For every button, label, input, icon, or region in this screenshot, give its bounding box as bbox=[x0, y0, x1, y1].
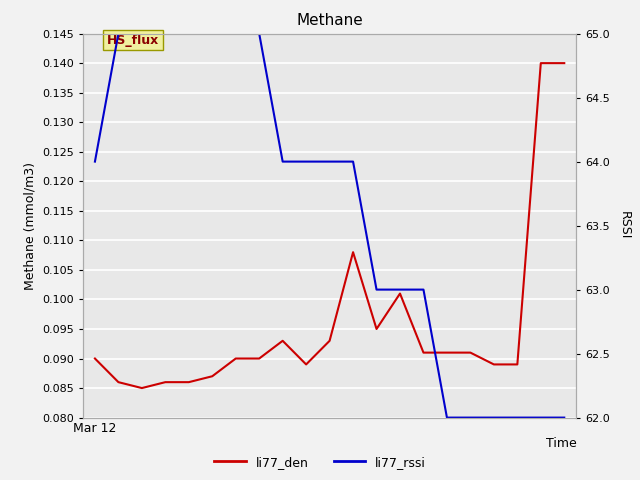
Title: Methane: Methane bbox=[296, 13, 363, 28]
Y-axis label: Methane (mmol/m3): Methane (mmol/m3) bbox=[24, 162, 37, 289]
Y-axis label: RSSI: RSSI bbox=[618, 211, 630, 240]
Legend: li77_den, li77_rssi: li77_den, li77_rssi bbox=[209, 451, 431, 474]
Text: HS_flux: HS_flux bbox=[107, 34, 159, 47]
X-axis label: Time: Time bbox=[546, 437, 577, 450]
